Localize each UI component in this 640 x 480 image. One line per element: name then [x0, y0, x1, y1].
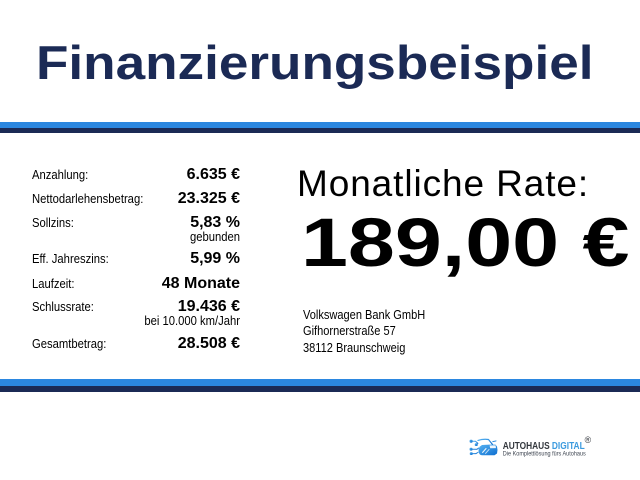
svg-text:AUTOHAUS: AUTOHAUS — [503, 441, 550, 452]
svg-text:DIGITAL: DIGITAL — [552, 441, 585, 452]
svg-text:®: ® — [585, 435, 592, 445]
svg-text:Die Komplettlösung fürs Autoha: Die Komplettlösung fürs Autohaus — [503, 450, 587, 457]
